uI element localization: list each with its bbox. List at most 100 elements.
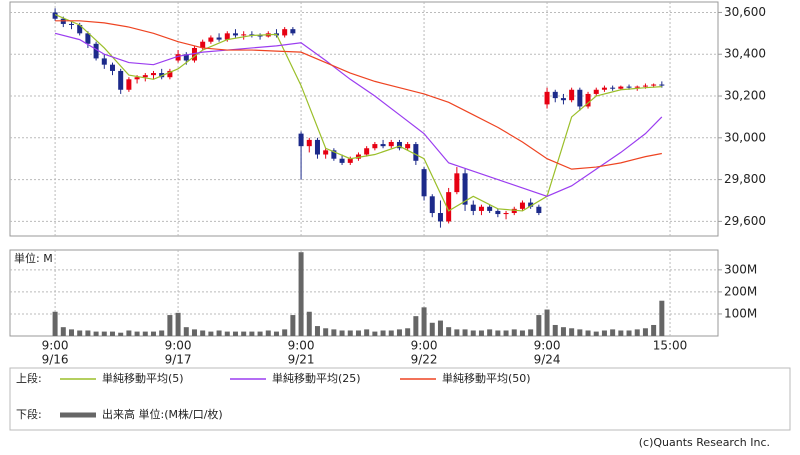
y-tick-label: 30,200 bbox=[724, 89, 766, 103]
candle-body bbox=[470, 204, 476, 211]
volume-bar bbox=[642, 328, 648, 336]
candle-body bbox=[364, 148, 370, 155]
candle-body bbox=[175, 54, 181, 61]
candle-body bbox=[314, 139, 320, 155]
volume-bar bbox=[503, 330, 509, 336]
volume-bar bbox=[273, 331, 279, 336]
candle-body bbox=[478, 206, 484, 211]
candle-body bbox=[634, 86, 640, 88]
x-tick-label: 9:00 bbox=[42, 339, 69, 353]
volume-bar bbox=[536, 315, 542, 336]
volume-bar bbox=[511, 329, 517, 336]
volume-bar bbox=[191, 329, 197, 336]
candle-body bbox=[626, 86, 632, 88]
y-tick-label: 200M bbox=[724, 284, 757, 298]
legend-label: 出来高 単位:(M株/口/枚) bbox=[102, 407, 223, 421]
y-tick-label: 30,000 bbox=[724, 130, 766, 144]
candle-body bbox=[536, 206, 542, 214]
candle-body bbox=[306, 139, 312, 147]
candle-body bbox=[372, 144, 378, 149]
x-tick-label: 9:00 bbox=[165, 339, 192, 353]
volume-bar bbox=[249, 331, 255, 336]
candle-body bbox=[519, 202, 525, 209]
volume-bar bbox=[421, 307, 427, 336]
volume-bar bbox=[126, 330, 132, 336]
volume-bar bbox=[585, 330, 591, 336]
volume-panel bbox=[9, 249, 719, 337]
volume-bar bbox=[241, 331, 247, 336]
volume-bar bbox=[364, 329, 370, 336]
volume-bar bbox=[560, 327, 566, 336]
y-tick-label: 100M bbox=[724, 306, 757, 320]
volume-bar bbox=[85, 330, 91, 336]
candle-body bbox=[216, 37, 222, 40]
volume-bar bbox=[405, 328, 411, 336]
candle-body bbox=[85, 33, 91, 44]
y-tick-label: 30,600 bbox=[724, 5, 766, 19]
unit-label: 単位: M bbox=[14, 251, 53, 265]
volume-bar bbox=[519, 330, 525, 336]
y-tick-label: 29,600 bbox=[724, 214, 766, 228]
volume-bar bbox=[651, 324, 657, 336]
volume-bar bbox=[183, 327, 189, 336]
candle-body bbox=[651, 84, 657, 86]
candle-body bbox=[511, 208, 517, 214]
volume-bar bbox=[396, 329, 402, 336]
volume-bar bbox=[216, 330, 222, 336]
candle-body bbox=[396, 141, 402, 149]
candle-body bbox=[134, 77, 140, 80]
x-tick-date: 9/21 bbox=[288, 353, 315, 367]
volume-bar bbox=[429, 322, 435, 336]
volume-bar bbox=[593, 331, 599, 336]
candle-body bbox=[77, 24, 83, 34]
volume-bar bbox=[200, 330, 206, 336]
candle-body bbox=[610, 87, 616, 89]
volume-bar bbox=[52, 311, 58, 336]
moving-average-line bbox=[55, 20, 662, 170]
volume-bar bbox=[314, 326, 320, 336]
volume-bar bbox=[569, 328, 575, 336]
x-tick-date: 9/16 bbox=[42, 353, 69, 367]
volume-bar bbox=[544, 309, 550, 336]
candle-body bbox=[200, 41, 206, 48]
volume-bar bbox=[175, 312, 181, 336]
volume-bar bbox=[298, 252, 304, 336]
candle-body bbox=[109, 64, 115, 71]
legend-label: 単純移動平均(5) bbox=[102, 371, 184, 385]
candle-body bbox=[380, 144, 386, 147]
volume-bar bbox=[68, 329, 74, 336]
candle-body bbox=[347, 158, 353, 163]
price-panel bbox=[9, 1, 719, 237]
volume-bar bbox=[167, 315, 173, 336]
volume-bar bbox=[290, 315, 296, 336]
volume-bar bbox=[159, 330, 165, 336]
volume-bar bbox=[528, 329, 534, 336]
moving-average-line bbox=[54, 13, 662, 212]
candle-body bbox=[191, 47, 197, 61]
candle-body bbox=[52, 12, 58, 19]
x-tick-date: 9/22 bbox=[411, 353, 438, 367]
candle-body bbox=[355, 154, 361, 159]
candle-body bbox=[413, 144, 419, 161]
candle-body bbox=[569, 89, 575, 101]
candle-body bbox=[577, 89, 583, 107]
candle-body bbox=[552, 91, 558, 99]
volume-bar bbox=[339, 330, 345, 336]
volume-bar bbox=[93, 331, 99, 336]
volume-bar bbox=[659, 300, 665, 336]
volume-bar bbox=[380, 330, 386, 336]
candle-body bbox=[429, 196, 435, 214]
candle-body bbox=[118, 70, 124, 90]
y-tick-label: 30,400 bbox=[724, 47, 766, 61]
volume-bar bbox=[306, 311, 312, 336]
y-tick-label: 300M bbox=[724, 262, 757, 276]
x-tick-label: 9:00 bbox=[288, 339, 315, 353]
candle-body bbox=[601, 87, 607, 90]
volume-bar bbox=[142, 331, 148, 336]
volume-bar bbox=[77, 330, 83, 336]
volume-bar bbox=[552, 324, 558, 336]
candle-body bbox=[68, 23, 74, 25]
volume-bar bbox=[282, 329, 288, 336]
volume-bar bbox=[446, 327, 452, 336]
